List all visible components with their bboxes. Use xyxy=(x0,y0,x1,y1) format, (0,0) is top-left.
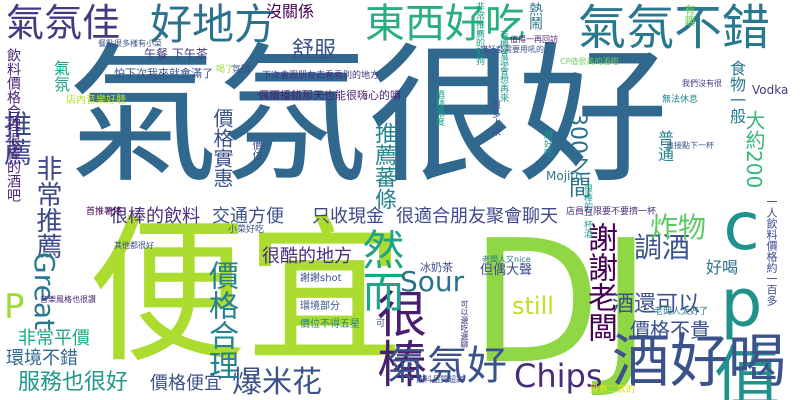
word-jiage-heli: 價格合理 xyxy=(203,260,238,380)
word-tiaojiu: 調酒 xyxy=(634,231,691,264)
word-baomihua: 爆米花 xyxy=(232,365,322,400)
word-jiaotong-fangbian: 交通方便 xyxy=(212,206,284,227)
word-fuwu-ye-henhao: 服務也很好 xyxy=(18,370,129,395)
word-jiu-haohe: 酒好喝 xyxy=(612,327,787,395)
word-dongxi-haochi: 東西好吃 xyxy=(365,1,525,47)
word-bianchi-bianliao: 可以邊吃邊聊 xyxy=(460,300,469,348)
word-qifen: 氣氛 xyxy=(51,60,70,92)
word-jiu-hai-keyi: 酒還可以 xyxy=(612,292,701,317)
word-reoug: 非常推薦的熱狗 xyxy=(474,2,484,65)
word-p: P xyxy=(4,287,25,327)
word-henbang: 很棒 xyxy=(369,288,427,388)
word-xiaci-qu-kankan: 下次會跟朋友去看看別的地方 xyxy=(262,71,380,81)
word-shiwu-yiban: 食物一般 xyxy=(727,60,746,124)
word-jiujing-nongdu: 酒精濃度 xyxy=(434,90,444,126)
word-hao-difang: 好地方 xyxy=(150,0,277,49)
word-wufa-xiuxi: 無法休息 xyxy=(662,95,699,105)
word-laoban-tai-hao: 老闆人太好了 xyxy=(654,307,709,317)
word-jianghua-houde: 講話都需要用吼的 xyxy=(480,45,544,54)
word-jiage-pianyi: 價格便宜 xyxy=(150,373,222,394)
word-jiawei-bude-wuxing: 價位不得五星 xyxy=(300,319,360,330)
word-ke: 可 xyxy=(376,319,386,329)
word-henbang-yibei-jiu: 很棒的一杯酒 xyxy=(582,184,592,238)
word-qita-dou-henhao: 其他都很好 xyxy=(114,241,154,250)
word-dj: DJ xyxy=(470,204,652,400)
word-putong: 普通 xyxy=(655,130,674,162)
word-zhawu: 炸物 xyxy=(650,211,707,244)
word-henku-de-difang: 很酷的地方 xyxy=(262,246,352,267)
word-sour: Sour xyxy=(400,265,465,298)
word-yinliao-jiage-heli: 飲料價格合理很棒的酒吧 xyxy=(5,48,21,202)
word-dianyuan-youxian: 店員有限要不要擠一杯 xyxy=(566,207,657,217)
word-xiexie-shot: 謝謝shot xyxy=(300,273,342,284)
word-heshi-pengyou-juhui: 很適合朋友聚會聊天 xyxy=(396,206,558,227)
word-youqu: 有趣 xyxy=(683,4,696,26)
word-zhide-zaihui: 值得一再回訪 xyxy=(510,35,558,44)
word-pa-xiaci: 怕下次我來就會滿了 xyxy=(114,67,213,80)
word-chips: Chips xyxy=(514,357,603,395)
word-feichang-tuijian: 非常推薦 xyxy=(32,155,62,259)
word-huanjing-bucuo: 環境不錯 xyxy=(6,348,78,369)
word-dayue-200: 大約200 xyxy=(742,110,766,189)
word-qifen-henhao: 氣氛很好 xyxy=(68,30,669,204)
word-pianyi: 便宜 xyxy=(88,201,404,385)
word-jiage-shihui: 價格實惠 xyxy=(210,108,234,188)
word-henduo-renlai: 很多人來 xyxy=(490,100,500,136)
word-fenwei: 氛圍 xyxy=(232,65,251,75)
word-jiage-bugui: 價格不貴 xyxy=(630,318,710,342)
word-chaohaochi: 超好吃 xyxy=(542,130,552,157)
word-dan-ou-dasheng: 但偶大聲 xyxy=(480,263,533,278)
word-xiexie-laoban: 謝謝老闆 xyxy=(582,222,617,342)
word-cp-zhi-gao: cp值高 xyxy=(703,188,780,400)
word-qifen-hao: 氣氛好 xyxy=(387,343,507,389)
word-300-zhijian: 300之間 xyxy=(565,112,590,198)
word-renao: 熱鬧 xyxy=(527,2,543,30)
word-laoban-nice: 老闆人又nice xyxy=(482,255,531,264)
word-xiaocai-haochi: 小菜好吃 xyxy=(228,225,265,235)
word-yinyue-fengge: 音樂風格也很讚 xyxy=(40,295,96,304)
word-tuijian-fantiao: 推薦蕃條 xyxy=(371,122,396,210)
word-henbang-de-yinliao: 很棒的飲料 xyxy=(110,206,200,227)
word-ouer-bocuo: 偶爾播錯那天也能很嗨心的唷 xyxy=(258,89,401,102)
word-zhijie-dian-xiayibei: 直接點下一杯 xyxy=(666,141,714,150)
word-huanjing-bufen: 環境部分 xyxy=(300,301,340,312)
word-women-meiyou-hen: 我們沒有很 xyxy=(682,79,722,88)
word-tuijian-erkuan: 推薦二款的 xyxy=(590,385,636,395)
word-candian-duoyang: 餐點很多樣有小菜 xyxy=(98,39,162,48)
word-bing-naicha: 冰奶茶 xyxy=(420,261,453,274)
word-zhishou-xianjin: 只收現金 xyxy=(312,206,384,227)
word-wucan-xiawucha: 午餐 下午茶 xyxy=(144,47,208,61)
word-shufu: 舒服 xyxy=(292,38,337,63)
word-still: still xyxy=(512,292,554,320)
word-mojito: Mojito xyxy=(546,169,583,183)
word-mei-guanxi: 沒關係 xyxy=(266,2,315,21)
word-jiawei: 價位 xyxy=(250,140,261,160)
word-raner: 然而 xyxy=(356,228,405,312)
word-you-jihui-zailai: 有機會還會想再來 xyxy=(498,30,508,102)
word-vodka: Vodka xyxy=(752,83,789,97)
word-haohe: 好喝 xyxy=(706,258,739,277)
word-yiren-yinliao: 一人飲料價格約一百多 xyxy=(765,196,778,306)
word-hele: 喝了 xyxy=(216,65,235,75)
word-cp-zhi-hengao-jiuba: CP值很高的酒吧 xyxy=(560,57,619,66)
word-yinliao-pinzhi: 飲料品質超高 xyxy=(416,375,464,384)
word-diannei-yinyue: 店內音樂好聽 xyxy=(66,95,126,106)
word-qifen-jia: 氣氛佳 xyxy=(6,1,121,45)
word-feichang-pingjia: 非常平價 xyxy=(18,328,90,349)
word-shoutui-shutiao: 首推薯條 xyxy=(86,207,123,217)
word-qifen-bucuo: 氣氛不錯 xyxy=(578,0,771,56)
word-tuijian: 推薦 xyxy=(0,110,33,166)
word-great: Great xyxy=(28,252,61,330)
